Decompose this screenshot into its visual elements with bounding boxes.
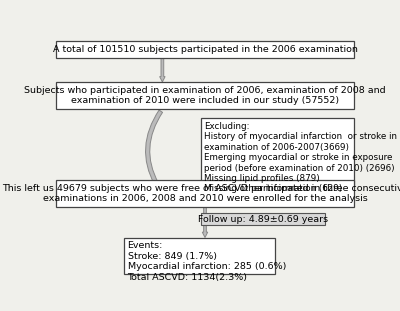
Bar: [124, 238, 275, 275]
Text: A total of 101510 subjects participated in the 2006 examination: A total of 101510 subjects participated …: [52, 45, 358, 54]
Bar: [201, 213, 325, 225]
Bar: [201, 118, 354, 186]
Bar: [56, 180, 354, 207]
Bar: [56, 82, 354, 109]
Text: Follow up: 4.89±0.69 years: Follow up: 4.89±0.69 years: [198, 215, 328, 224]
Polygon shape: [160, 58, 165, 82]
FancyArrowPatch shape: [146, 110, 162, 191]
Bar: [56, 41, 354, 58]
Text: This left us 49679 subjects who were free of ASCVD participated in three consecu: This left us 49679 subjects who were fre…: [2, 183, 400, 203]
Polygon shape: [202, 207, 208, 238]
Text: Excluding:
History of myocardial infarction  or stroke in
examination of 2006-20: Excluding: History of myocardial infarct…: [204, 122, 397, 193]
Text: Subjects who participated in examination of 2006, examination of 2008 and
examin: Subjects who participated in examination…: [24, 86, 386, 105]
Text: Events:
Stroke: 849 (1.7%)
Myocardial infarction: 285 (0.6%)
Total ASCVD: 1134(2: Events: Stroke: 849 (1.7%) Myocardial in…: [128, 241, 286, 281]
